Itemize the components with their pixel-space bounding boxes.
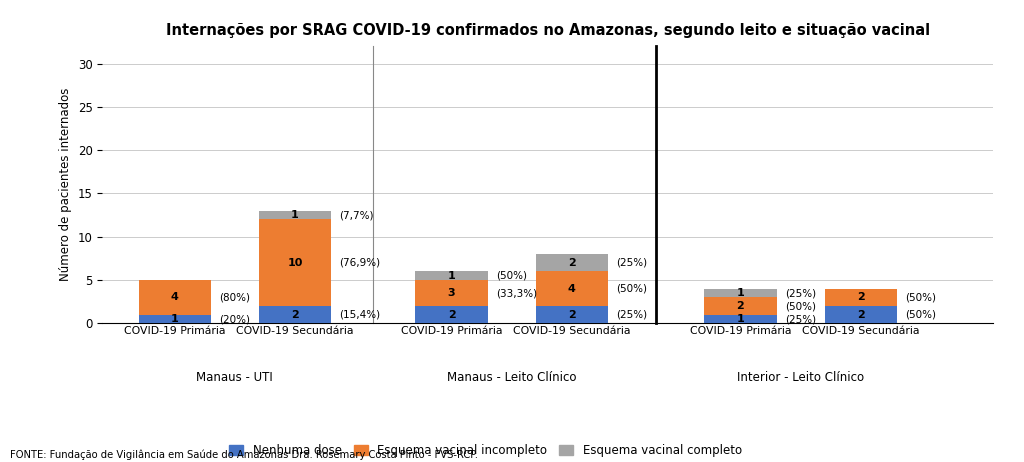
Text: 3: 3 — [447, 288, 456, 298]
Bar — [824, 306, 897, 323]
Text: (20%): (20%) — [219, 314, 250, 324]
Bar — [259, 219, 331, 306]
Bar — [259, 211, 331, 219]
Text: Interior - Leito Clínico: Interior - Leito Clínico — [737, 371, 864, 384]
Text: (15,4%): (15,4%) — [340, 310, 381, 320]
Text: 2: 2 — [568, 310, 575, 320]
Bar — [536, 254, 608, 272]
Text: (25%): (25%) — [785, 288, 816, 298]
Text: 1: 1 — [291, 210, 299, 220]
Text: 2: 2 — [568, 258, 575, 268]
Text: Manaus - Leito Clínico: Manaus - Leito Clínico — [446, 371, 577, 384]
Title: Internações por SRAG COVID-19 confirmados no Amazonas, segundo leito e situação : Internações por SRAG COVID-19 confirmado… — [166, 23, 930, 38]
Text: 2: 2 — [736, 301, 744, 311]
Text: (25%): (25%) — [616, 258, 647, 268]
Text: 10: 10 — [288, 258, 303, 268]
Bar — [416, 272, 487, 280]
Bar — [138, 280, 211, 315]
Text: (50%): (50%) — [905, 310, 936, 320]
Text: FONTE: Fundação de Vigilância em Saúde do Amazonas Dra. Rosemary Costa Pinto - F: FONTE: Fundação de Vigilância em Saúde d… — [10, 449, 478, 460]
Bar — [824, 289, 897, 306]
Text: (50%): (50%) — [785, 301, 816, 311]
Text: 2: 2 — [857, 292, 864, 303]
Bar — [138, 315, 211, 323]
Text: 4: 4 — [171, 292, 178, 303]
Text: (50%): (50%) — [496, 271, 527, 281]
Text: (76,9%): (76,9%) — [340, 258, 381, 268]
Text: (33,3%): (33,3%) — [496, 288, 538, 298]
Bar — [416, 280, 487, 306]
Bar — [259, 306, 331, 323]
Text: (25%): (25%) — [785, 314, 816, 324]
Text: (50%): (50%) — [616, 284, 647, 294]
Text: (50%): (50%) — [905, 292, 936, 303]
Text: 2: 2 — [447, 310, 456, 320]
Text: 2: 2 — [857, 310, 864, 320]
Bar — [705, 315, 776, 323]
Text: (80%): (80%) — [219, 292, 250, 303]
Text: 1: 1 — [736, 314, 744, 324]
Y-axis label: Número de pacientes internados: Número de pacientes internados — [59, 88, 73, 281]
Bar — [536, 272, 608, 306]
Bar — [705, 289, 776, 298]
Text: Manaus - UTI: Manaus - UTI — [197, 371, 273, 384]
Text: (7,7%): (7,7%) — [340, 210, 374, 220]
Bar — [705, 298, 776, 315]
Text: 4: 4 — [568, 284, 575, 294]
Legend: Nenhuma dose, Esquema vacinal incompleto, Esquema vacinal completo: Nenhuma dose, Esquema vacinal incompleto… — [224, 439, 746, 462]
Bar — [416, 306, 487, 323]
Bar — [536, 306, 608, 323]
Text: (25%): (25%) — [616, 310, 647, 320]
Text: 2: 2 — [291, 310, 299, 320]
Text: 1: 1 — [736, 288, 744, 298]
Text: 1: 1 — [171, 314, 178, 324]
Text: 1: 1 — [447, 271, 456, 281]
